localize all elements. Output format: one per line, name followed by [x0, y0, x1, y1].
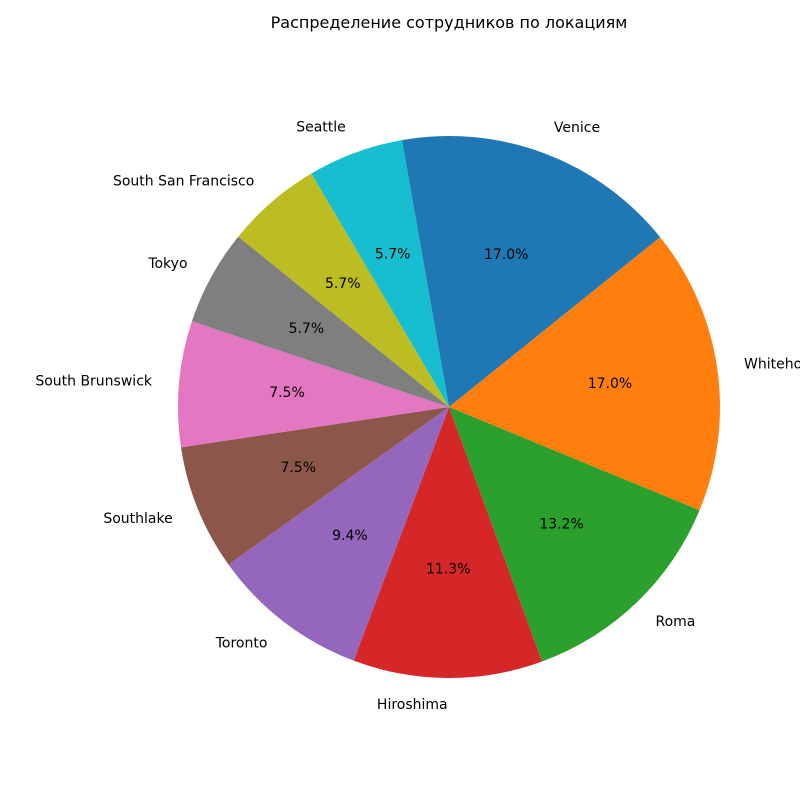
pie-pct-label: 5.7% — [325, 276, 361, 292]
pie-slice-toronto — [228, 407, 449, 661]
pie-slice-southlake — [181, 407, 449, 565]
pie-category-label: Hiroshima — [377, 697, 448, 713]
pie-category-label: Tokyo — [147, 256, 187, 272]
pie-slices — [178, 136, 720, 678]
pie-category-label: Roma — [655, 614, 695, 630]
pie-slice-tokyo — [191, 236, 450, 407]
pie-labels: 17.0% Venice 17.0% Whitehorse 13.2% Roma 11.3%… — [35, 119, 800, 713]
pie-pct-label: 11.3% — [426, 562, 470, 578]
pie-slice-south-brunswick — [178, 321, 449, 448]
pie-category-label: Toronto — [215, 635, 268, 651]
chart-title: Распределение сотрудников по локациям — [271, 13, 628, 32]
pie-category-label: Seattle — [296, 119, 346, 135]
pie-pct-label: 7.5% — [281, 460, 317, 476]
pie-pct-label: 13.2% — [539, 516, 583, 532]
pie-slice-hiroshima — [353, 407, 543, 678]
pie-category-label: South San Francisco — [113, 173, 254, 189]
pie-pct-label: 17.0% — [484, 247, 528, 263]
pie-pct-label: 9.4% — [332, 528, 368, 544]
pie-slice-seattle — [311, 140, 449, 407]
pie-category-label: South Brunswick — [35, 373, 153, 389]
pie-category-label: Southlake — [103, 511, 172, 527]
pie-slice-roma — [449, 407, 700, 662]
pie-category-label: Venice — [554, 120, 600, 136]
pie-pct-label: 5.7% — [375, 246, 411, 262]
pie-pct-label: 7.5% — [269, 385, 305, 401]
pie-pct-label: 5.7% — [289, 321, 325, 337]
pie-pct-label: 17.0% — [588, 376, 632, 392]
pie-slice-whitehorse — [449, 237, 720, 511]
pie-slice-venice — [401, 136, 661, 408]
pie-slice-south-san-francisco — [238, 173, 449, 407]
pie-category-label: Whitehorse — [744, 356, 800, 372]
